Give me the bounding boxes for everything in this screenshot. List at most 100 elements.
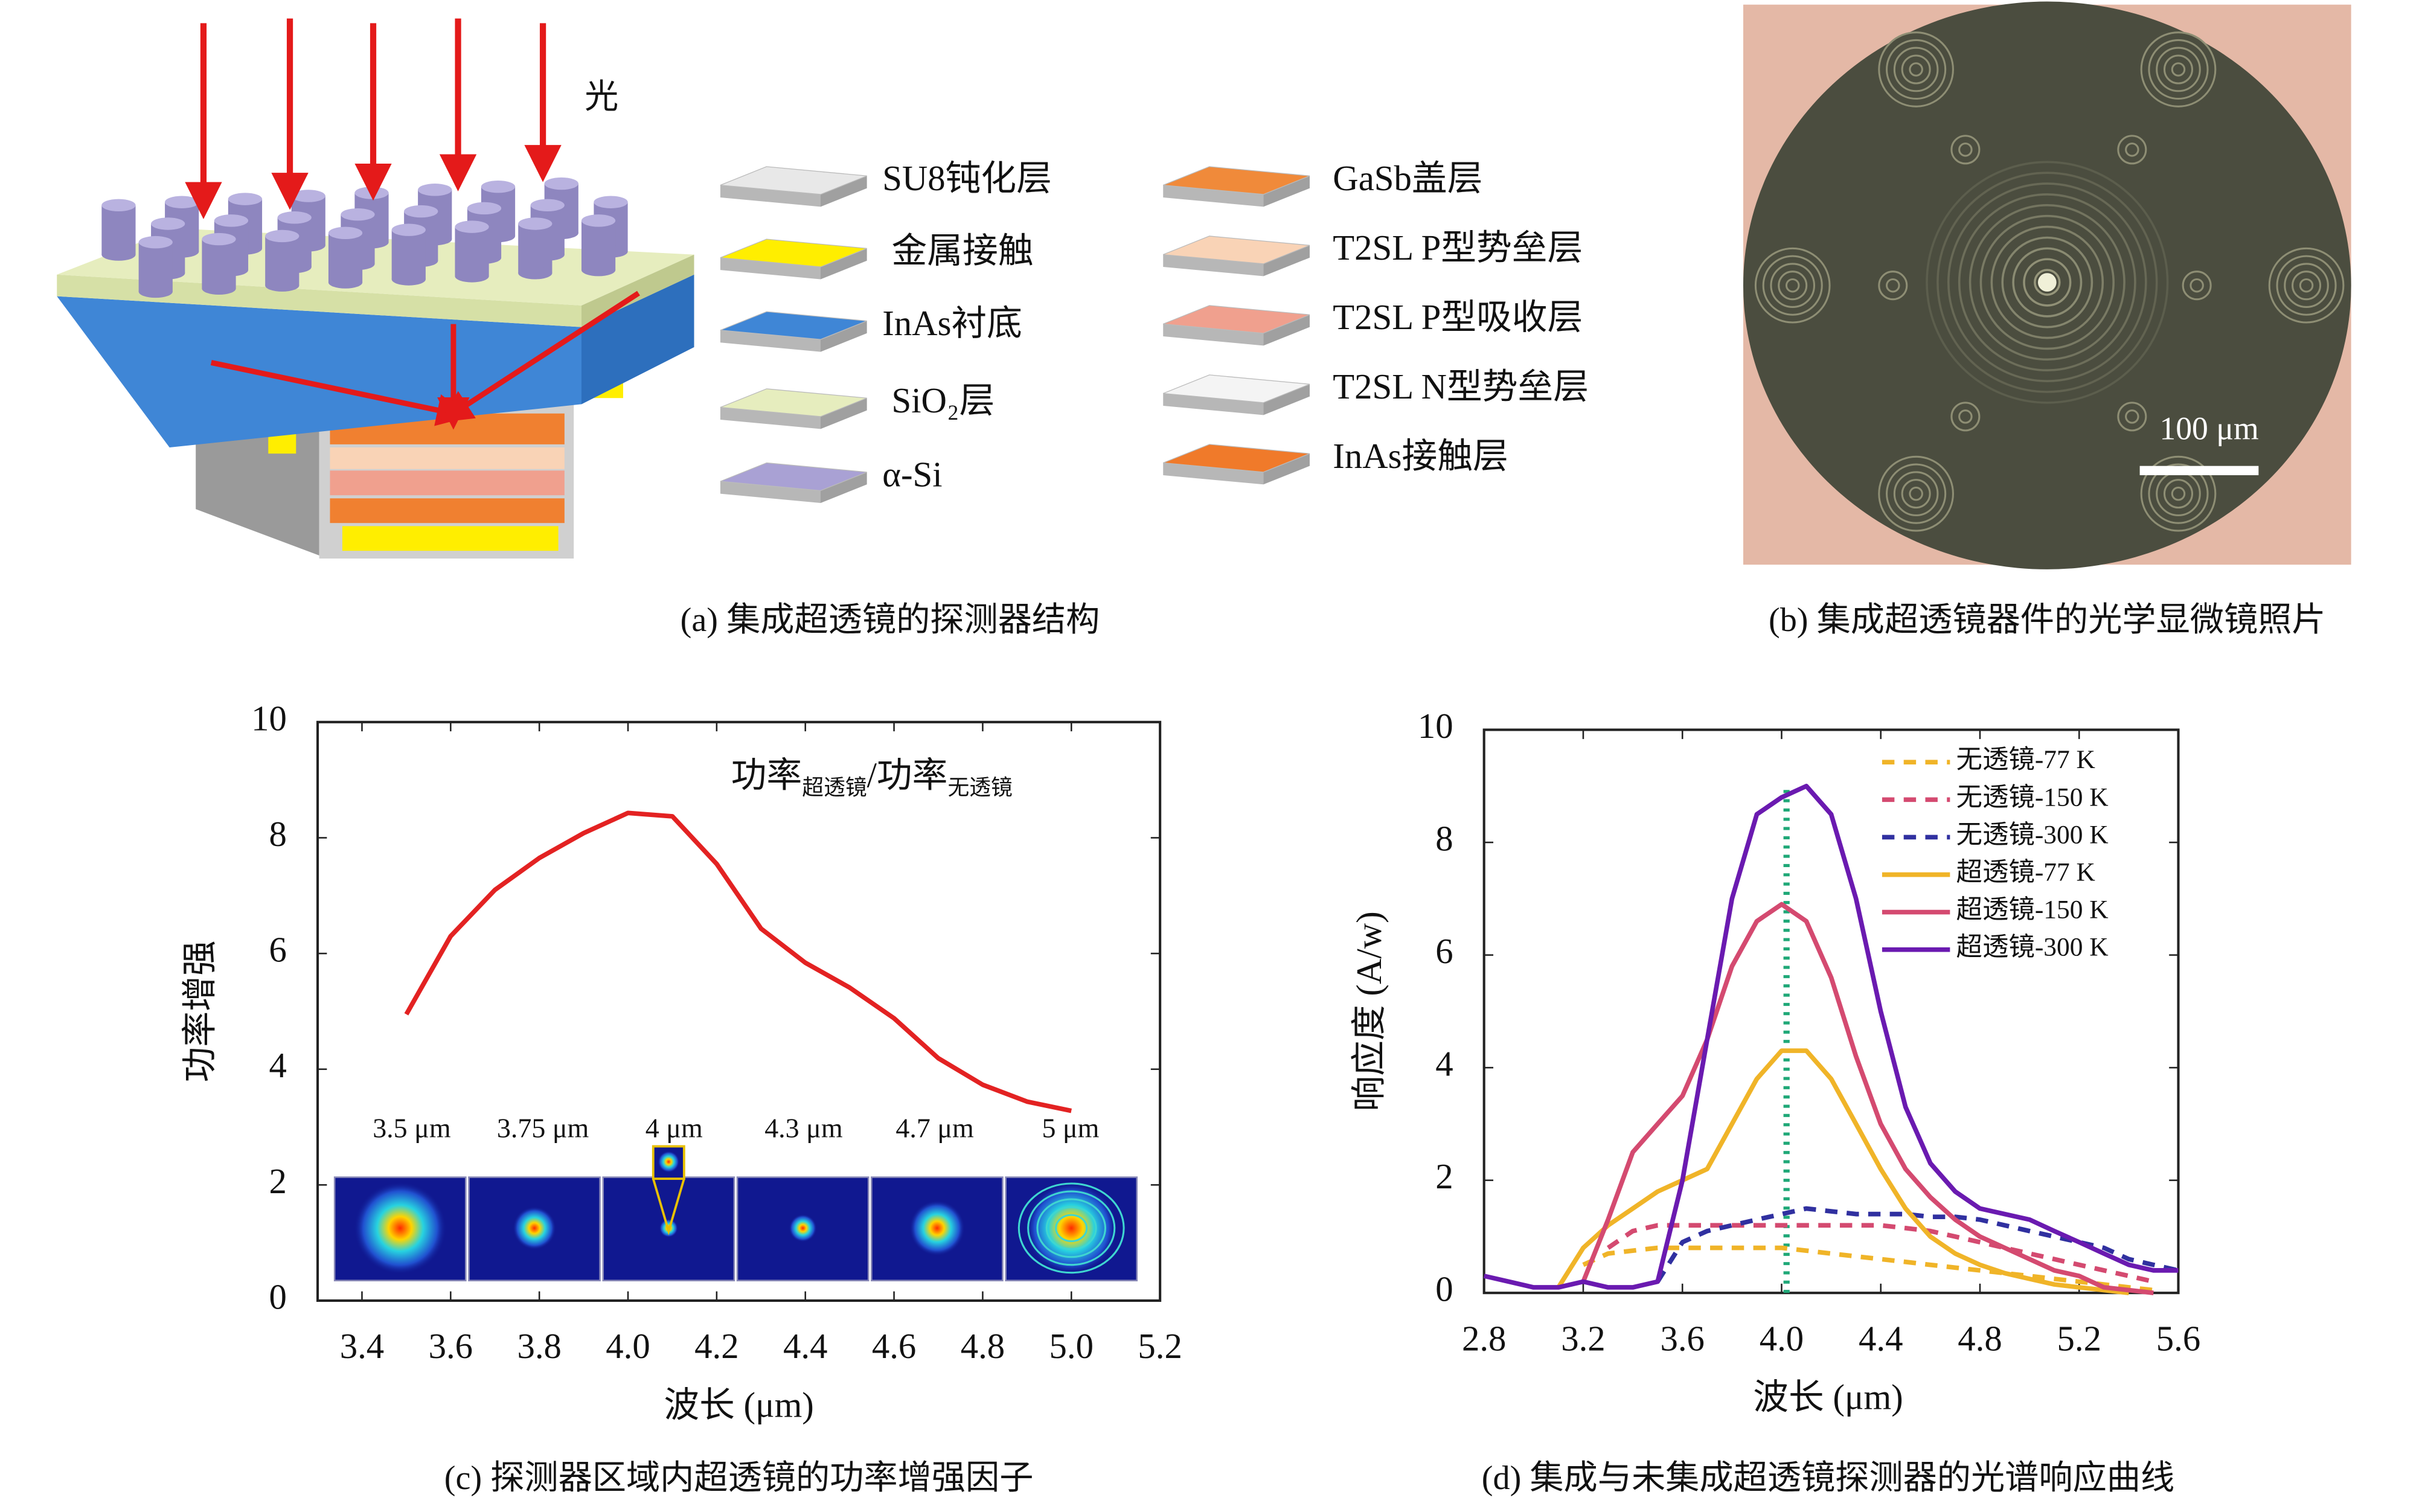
legend-tile [1162,305,1310,334]
lens-ring [1958,143,1973,157]
pillar-base [518,267,553,280]
lens-ring [2001,236,2093,328]
pillar [265,235,300,286]
y-tick-label: 6 [1435,932,1453,971]
lens-center [2037,273,2057,292]
x-tick-label: 4.4 [783,1327,827,1366]
lens-ring [1909,62,1923,77]
series-line [1606,1223,2154,1284]
lens-ring [1878,455,1954,532]
x-tick-label: 4.6 [872,1327,916,1366]
pillar-top [202,232,236,246]
pillar-top [594,196,628,208]
inset-image [468,1176,601,1282]
legend-tile-side [1163,254,1264,277]
lens-ring [2156,46,2201,92]
lens-ring [1886,39,1947,100]
legend-label: 超透镜-300 K [1956,933,2109,962]
inset-spot [354,1182,447,1275]
inset-label: 4.7 μm [895,1112,974,1143]
pillar-top [228,193,263,205]
caption: (a) 集成超透镜的探测器结构 [681,601,1100,639]
focus-arrow [440,290,640,423]
pillar-top [518,217,553,230]
lens-ring [1886,463,1947,524]
lens-ring [1979,214,2115,350]
pillar [101,205,136,255]
legend-tile-side [1163,324,1264,346]
x-tick-label: 4.4 [1859,1319,1903,1358]
legend-label: InAs衬底 [882,304,1022,343]
lens-ring [2292,271,2322,301]
lens-ring [2140,455,2217,532]
x-tick-label: 4.2 [694,1327,738,1366]
pillar [581,220,616,271]
pillar [202,239,236,289]
lens-ring [1770,263,1816,308]
legend-tile [1162,444,1310,473]
pillar [138,242,173,292]
plot-frame [316,720,1162,1302]
lens-ring [1947,182,2147,382]
annotation-part: /功率 [867,756,948,795]
lens-ring [1878,31,1954,107]
x-tick-label: 2.8 [1462,1319,1506,1358]
lens-ring [1901,54,1931,85]
x-tick-label: 3.6 [429,1327,473,1366]
y-axis-label: 功率增强 [180,940,219,1082]
pillar-top [530,199,565,212]
pillar-top [138,235,173,249]
inset-label: 4.3 μm [764,1112,843,1143]
legend-tile-side [1163,393,1264,415]
caption: (c) 探测器区域内超透镜的功率增强因子 [444,1459,1034,1497]
legend-tile-side [720,257,821,280]
legend-tile [1162,235,1310,264]
inset-spot [909,1200,965,1256]
x-tick-label: 3.2 [1561,1319,1605,1358]
pillar-base [265,279,300,292]
lens-ring [1950,135,1981,165]
annotation-part: 功率 [731,756,802,795]
pillar-top [165,196,199,208]
inset-ring [1036,1198,1106,1258]
pillar-top [481,180,516,193]
lens-ring [2190,278,2204,293]
y-tick-label: 2 [1435,1157,1453,1196]
pillar-top [277,211,312,224]
lens-ring [1936,171,2158,393]
series-line [1655,1206,2179,1283]
legend-label: 无透镜-150 K [1956,783,2109,812]
series-line [1556,1048,2129,1295]
legend-tile [1162,166,1310,195]
legend-label: α-Si [882,455,942,495]
scale-bar [2139,466,2259,475]
legend-tile-side [1163,463,1264,485]
pillar-top [151,217,185,230]
legend-tile-side [821,472,867,503]
x-tick-label: 5.6 [2156,1319,2200,1358]
lens-ring [2034,269,2061,296]
lens-ring [1878,271,1908,301]
lens-ring [1886,278,1900,293]
legend-tile-side [720,407,821,429]
lens-ring [2171,62,2186,77]
x-tick-label: 4.0 [1760,1319,1804,1358]
pillar-top [214,214,249,227]
x-axis-label: 波长 (μm) [1753,1378,1903,1417]
series-line [404,810,1072,1113]
inset-label: 3.5 μm [373,1112,451,1143]
inset-zoom-spot [658,1151,680,1173]
pillar-top [354,187,389,199]
stack-layer [330,470,565,496]
legend-tile [720,239,867,267]
legend-tile [720,462,867,492]
series-line [1581,902,2154,1295]
pillar [455,226,489,277]
pillar-top [101,199,136,212]
lens-ring [1909,486,1923,501]
substrate [57,274,694,447]
legend-label: GaSb盖层 [1333,159,1482,198]
pillar-top [418,184,452,196]
legend-label: T2SL N型势垒层 [1333,367,1589,406]
